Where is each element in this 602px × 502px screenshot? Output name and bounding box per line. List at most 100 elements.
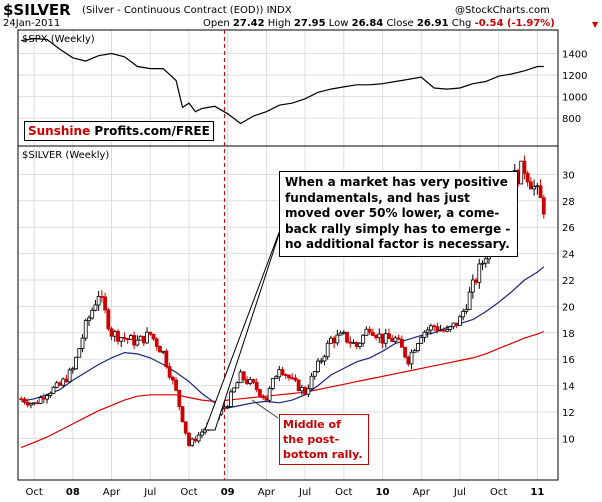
spx-tick-label: 1200 xyxy=(562,71,587,82)
price-bar-body xyxy=(99,295,104,298)
price-bar-body xyxy=(264,397,269,401)
price-bar-body xyxy=(325,342,330,358)
price-bar-body xyxy=(261,395,266,399)
silver-panel-title: $SILVER (Weekly) xyxy=(22,150,109,161)
price-bar-body xyxy=(48,392,53,396)
price-bar-body xyxy=(116,330,120,342)
price-bar-body xyxy=(403,346,407,358)
profits-word: Profits.com/FREE xyxy=(90,124,210,138)
price-bar-body xyxy=(83,320,88,339)
price-bar-body xyxy=(454,322,459,326)
price-bar-body xyxy=(483,258,488,264)
close-value: 26.91 xyxy=(416,18,449,29)
spx-series-line xyxy=(21,37,544,125)
price-bar-body xyxy=(119,337,124,342)
price-bar-body xyxy=(183,421,188,434)
ohlc-readout: Open 27.42 High 27.95 Low 26.84 Close 26… xyxy=(203,18,555,29)
price-bar-body xyxy=(406,356,411,365)
price-bar-body xyxy=(29,403,33,406)
price-bar-body xyxy=(519,160,524,185)
price-bar-body xyxy=(303,387,307,395)
price-bar-body xyxy=(525,172,530,183)
price-bar-body xyxy=(425,329,430,333)
price-bar-body xyxy=(35,402,40,405)
price-bar-body xyxy=(96,295,101,306)
price-bar-body xyxy=(77,348,82,358)
price-bar-body xyxy=(429,325,433,331)
chg-value: -0.54 (-1.97%) xyxy=(474,18,555,29)
silver-panel-frame xyxy=(17,145,559,481)
silver-tick-label: 12 xyxy=(562,408,575,419)
price-bar-body xyxy=(419,337,424,344)
price-bar-body xyxy=(158,346,162,353)
y-axis-labels: 800 1000 1200 1400 10 12 14 16 18 20 22 24 26 28 30 xyxy=(562,50,587,446)
chart-description: (Silver - Continuous Contract (EOD)) IND… xyxy=(82,5,292,16)
x-tick-label: 11 xyxy=(530,487,544,498)
price-bar-body xyxy=(435,326,440,332)
price-bar-body xyxy=(322,356,327,362)
price-bar-body xyxy=(329,337,333,344)
price-bar-body xyxy=(464,309,469,312)
price-bar-body xyxy=(125,338,130,340)
price-bar-body xyxy=(374,335,378,339)
price-bar-body xyxy=(132,335,137,346)
price-bar-body xyxy=(93,304,98,311)
price-bar-body xyxy=(248,379,253,384)
ma-short-line xyxy=(21,266,545,409)
price-bar-body xyxy=(58,382,62,386)
silver-tick-label: 16 xyxy=(562,355,575,366)
stockcharts-watermark: @StockCharts.com xyxy=(455,5,550,16)
x-tick-label: Jul xyxy=(143,487,156,498)
price-bar-body xyxy=(422,331,427,338)
price-bar-body xyxy=(364,328,369,336)
price-bar-body xyxy=(396,337,401,340)
x-tick-label: Oct xyxy=(180,487,197,498)
price-bar-body xyxy=(529,181,533,190)
ma-long-line xyxy=(20,330,545,449)
callout-pointer xyxy=(204,221,284,431)
price-bar-body xyxy=(41,397,46,400)
callout-box: When a market has very positive fundamen… xyxy=(279,171,518,257)
open-label: Open xyxy=(203,18,230,29)
sunshine-profits-logo: Sunshine Profits.com/FREE xyxy=(24,121,214,141)
price-bar-body xyxy=(22,398,27,403)
price-bar-body xyxy=(122,337,127,339)
price-bar-body xyxy=(45,395,49,400)
price-bar-body xyxy=(338,332,343,336)
price-bar-body xyxy=(480,262,485,265)
silver-tick-label: 10 xyxy=(562,434,575,445)
price-bar-body xyxy=(361,334,366,344)
price-bar-body xyxy=(238,371,243,384)
low-label: Low xyxy=(328,18,349,29)
price-bar-body xyxy=(445,329,449,332)
down-triangle-icon: ▼ xyxy=(592,20,599,29)
high-value: 27.95 xyxy=(293,18,326,29)
price-bar-body xyxy=(383,333,388,344)
x-tick-label: Jul xyxy=(453,487,466,498)
x-tick-label: Apr xyxy=(413,487,431,498)
note-pointer xyxy=(251,399,279,419)
silver-tick-label: 14 xyxy=(562,382,575,393)
price-bar-body xyxy=(145,331,149,344)
price-bar-body xyxy=(296,379,301,392)
spx-grid xyxy=(18,53,558,119)
price-bar-body xyxy=(390,338,395,342)
chart-date: 24Jan-2011 xyxy=(3,18,61,29)
price-bar-body xyxy=(348,341,353,344)
price-bar-body xyxy=(351,341,356,344)
price-bar-body xyxy=(270,378,275,389)
price-bar-body xyxy=(280,369,285,375)
price-bar-body xyxy=(335,334,340,344)
price-bar-body xyxy=(64,378,69,383)
price-bar-body xyxy=(467,291,472,310)
price-bar-body xyxy=(38,397,43,404)
price-bar-body xyxy=(432,325,437,328)
price-bar-body xyxy=(109,328,114,337)
price-bar-body xyxy=(380,333,385,344)
spx-tick-label: 1000 xyxy=(562,93,587,104)
price-bar-body xyxy=(274,376,278,379)
price-bar-body xyxy=(299,387,304,392)
price-bar-body xyxy=(316,360,320,372)
price-bar-body xyxy=(251,379,256,383)
price-bar-body xyxy=(448,326,453,330)
